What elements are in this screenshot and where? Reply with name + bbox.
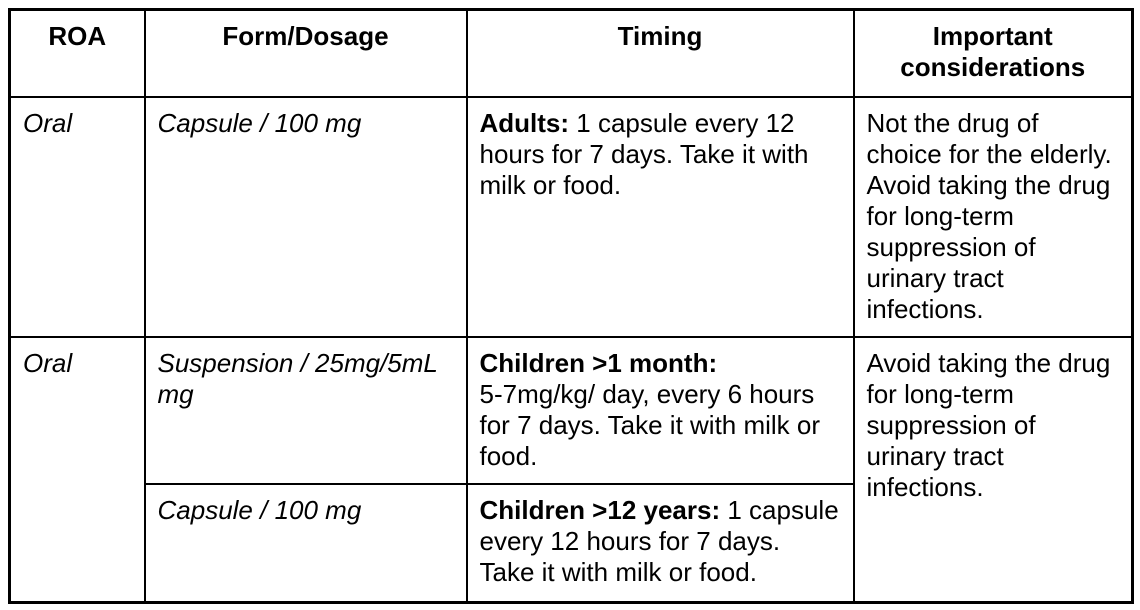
form-dosage-cell: Capsule / 100 mg — [143, 95, 468, 338]
roa-cell: Oral — [8, 95, 146, 338]
table-header-row: ROA Form/Dosage Timing Important conside… — [8, 8, 1134, 98]
table-row-children-month: Oral Suspension / 25mg/5mL mg Children >… — [8, 335, 1134, 604]
timing-cell: Children >1 month: 5-7mg/kg/ day, every … — [465, 335, 855, 485]
timing-cell: Adults: 1 capsule every 12 hours for 7 d… — [465, 95, 855, 338]
timing-audience-label: Adults: — [479, 107, 570, 138]
timing-audience-label: Children >12 years: — [479, 494, 721, 525]
form-dosage-cell: Capsule / 100 mg — [143, 482, 468, 604]
form-dosage-cell: Suspension / 25mg/5mL mg — [143, 335, 468, 485]
column-header-timing: Timing — [465, 8, 855, 98]
table-row-adults: Oral Capsule / 100 mg Adults: 1 capsule … — [8, 95, 1134, 338]
column-header-roa: ROA — [8, 8, 146, 98]
roa-cell: Oral — [8, 335, 146, 604]
timing-instructions: 5-7mg/kg/ day, every 6 hours for 7 days.… — [479, 378, 821, 471]
column-header-important-considerations: Important considerations — [852, 8, 1134, 98]
timing-instructions: 1 capsule every 12 hours for 7 days. Tak… — [479, 107, 809, 200]
column-header-form-dosage: Form/Dosage — [143, 8, 468, 98]
timing-audience-label: Children >1 month: — [479, 347, 718, 378]
timing-instructions: 1 capsule every 12 hours for 7 days. Tak… — [479, 494, 839, 587]
considerations-cell: Avoid taking the drug for long-term supp… — [852, 335, 1134, 604]
drug-dosage-table: ROA Form/Dosage Timing Important conside… — [8, 8, 1134, 604]
table-row-children-years: Capsule / 100 mg Children >12 years: 1 c… — [10, 482, 1133, 604]
considerations-cell: Not the drug of choice for the elderly. … — [852, 95, 1134, 338]
timing-cell: Children >12 years: 1 capsule every 12 h… — [465, 482, 855, 604]
